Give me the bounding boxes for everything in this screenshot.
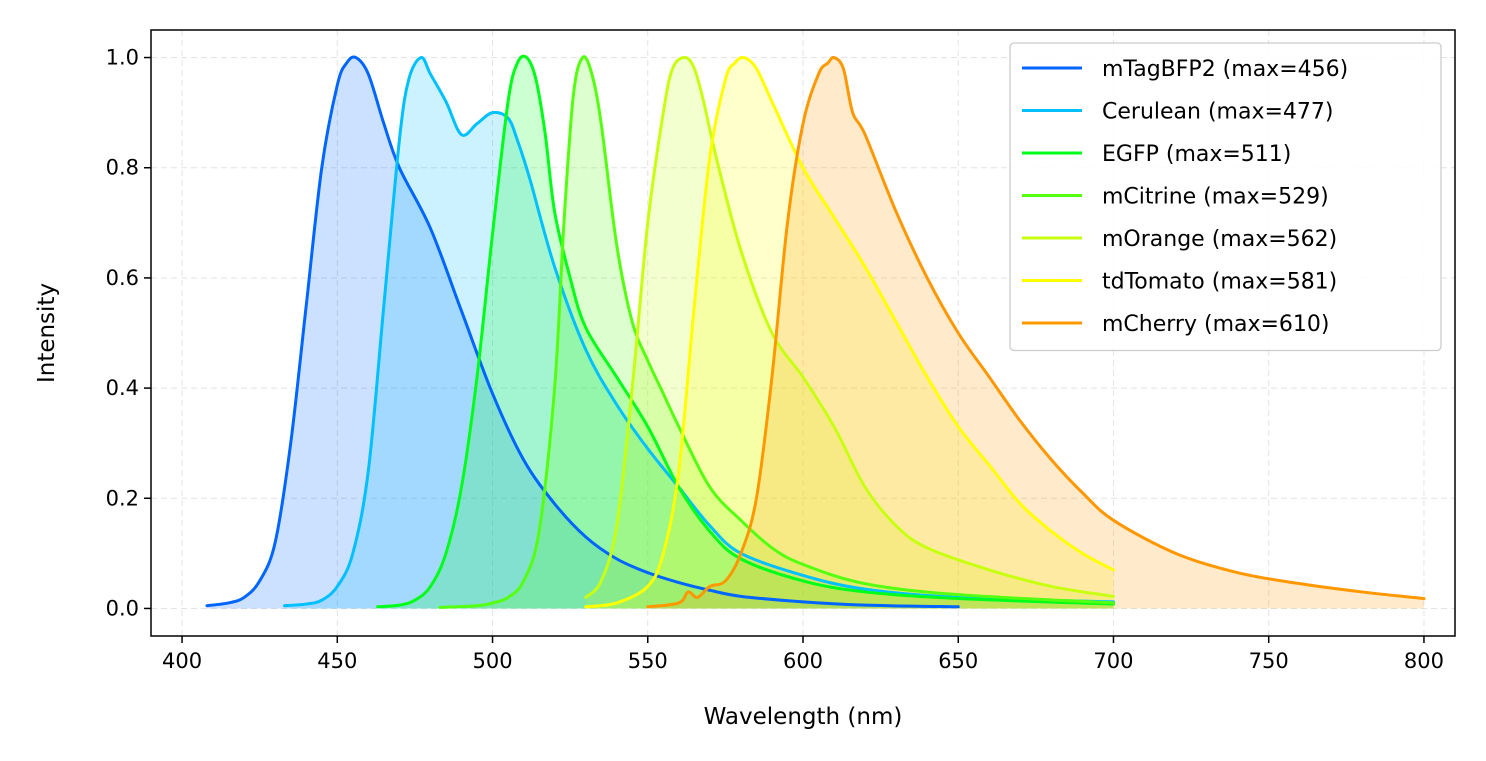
series-line	[584, 55, 1115, 609]
x-tick-label: 550	[628, 649, 668, 673]
legend-label: mOrange (max=562)	[1102, 227, 1337, 252]
legend-label: tdTomato (max=581)	[1102, 270, 1337, 295]
x-tick-label: 750	[1249, 649, 1289, 673]
series-fill	[284, 57, 1114, 609]
series-fill	[647, 57, 1424, 609]
x-tick-label: 400	[162, 649, 202, 673]
y-tick-label: 0.4	[106, 376, 139, 400]
legend: mTagBFP2 (max=456) Cerulean (max=477) EGFP…	[1009, 42, 1442, 352]
y-axis-ticks: 0.0 0.2 0.4 0.6 0.8 1.0	[106, 46, 151, 620]
legend-label: EGFP (max=511)	[1102, 142, 1291, 167]
series-fill	[439, 56, 1114, 609]
x-tick-label: 650	[938, 649, 978, 673]
legend-label: mCitrine (max=529)	[1102, 185, 1329, 210]
series-fill	[377, 56, 1114, 609]
x-tick-label: 500	[472, 649, 512, 673]
legend-box	[1009, 42, 1442, 352]
series-fills	[206, 56, 1424, 609]
x-axis-title: Wavelength (nm)	[704, 704, 903, 730]
y-axis-title: Intensity	[34, 283, 60, 383]
legend-label: mCherry (max=610)	[1102, 312, 1330, 337]
legend-label: mTagBFP2 (max=456)	[1102, 57, 1348, 82]
x-axis-ticks: 400 450 500 550 600 650 700 750 800	[162, 636, 1444, 673]
series-fill	[585, 57, 1114, 609]
series-fill	[585, 57, 1114, 609]
y-tick-label: 0.8	[106, 156, 139, 180]
x-tick-label: 450	[317, 649, 357, 673]
x-tick-label: 600	[783, 649, 823, 673]
series-line	[283, 56, 1115, 608]
x-tick-label: 700	[1093, 649, 1133, 673]
series-line	[376, 54, 1115, 609]
series-lines	[205, 54, 1426, 609]
x-tick-label: 800	[1404, 649, 1444, 673]
series-line	[205, 55, 960, 609]
series-line	[438, 55, 1115, 609]
y-tick-label: 0.6	[106, 266, 139, 290]
y-tick-label: 1.0	[106, 46, 139, 70]
y-tick-label: 0.0	[106, 596, 139, 620]
series-line	[646, 55, 1426, 609]
y-tick-label: 0.2	[106, 486, 139, 510]
legend-label: Cerulean (max=477)	[1102, 100, 1333, 125]
